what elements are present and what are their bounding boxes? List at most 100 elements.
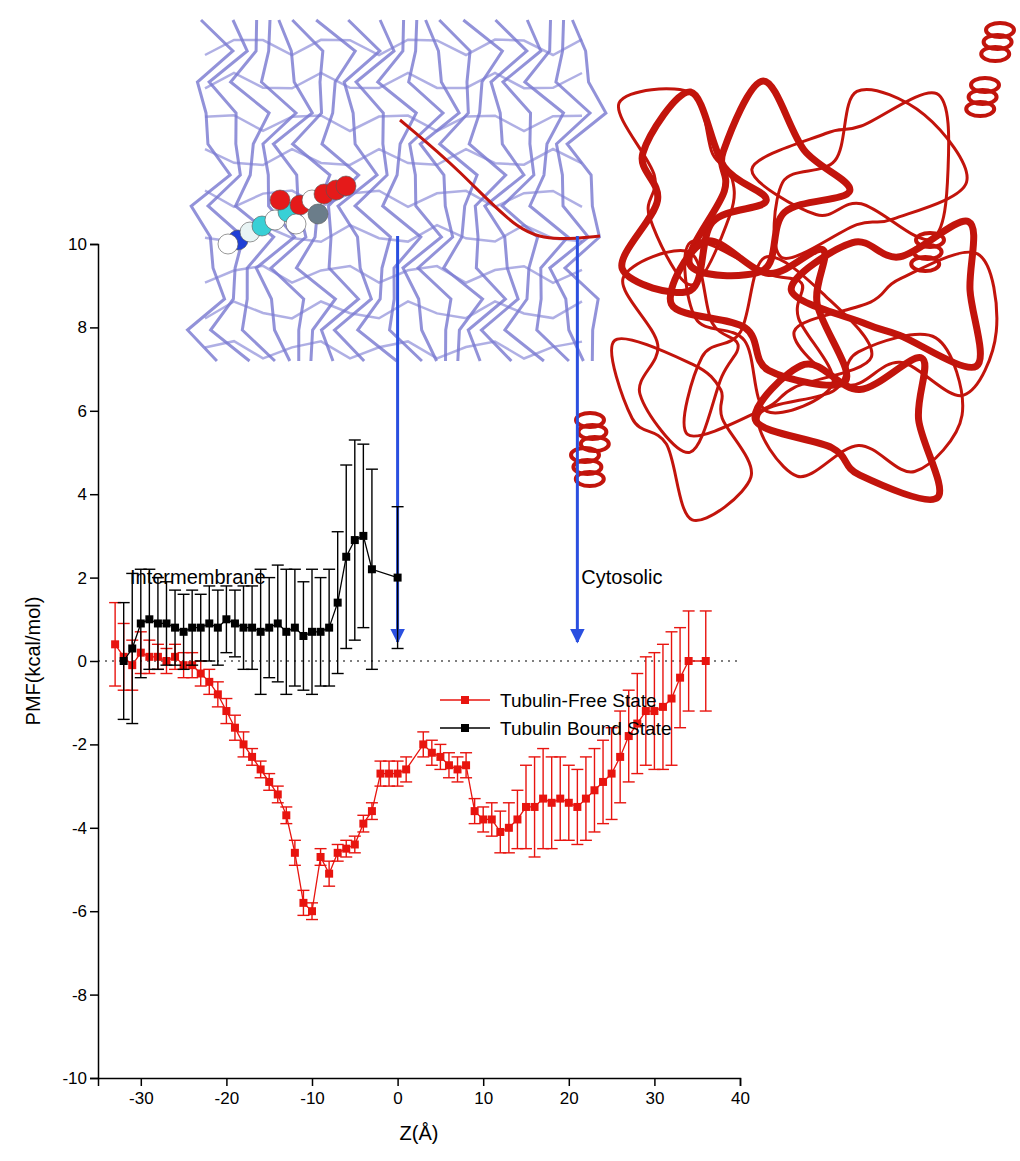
ribbon-tail — [400, 120, 600, 239]
y-tick-label: -8 — [72, 986, 87, 1005]
y-tick-mark — [90, 994, 98, 996]
error-bar-cap — [297, 689, 309, 690]
y-tick: 0 — [78, 652, 98, 671]
error-bar-cap — [178, 669, 190, 670]
error-bar-cap — [255, 694, 267, 695]
error-bar-cap — [443, 752, 455, 753]
error-bar-cap — [289, 569, 301, 570]
atom — [270, 190, 290, 210]
y-tick: -6 — [72, 902, 98, 921]
error-bar-cap — [280, 694, 292, 695]
y-axis-title: PMF(kcal/mol) — [22, 597, 44, 726]
data-point — [394, 574, 402, 582]
x-tick: 0 — [393, 1078, 402, 1108]
error-bar-cap — [400, 756, 412, 757]
y-tick-label: -6 — [72, 902, 87, 921]
data-point — [351, 840, 359, 848]
error-bar — [238, 732, 250, 757]
x-axis-title: Z(Å) — [400, 1122, 439, 1144]
y-tick-label: 4 — [78, 485, 87, 504]
error-bar — [255, 569, 267, 694]
error-bar-cap — [571, 844, 583, 845]
error-bar-cap — [306, 694, 318, 695]
data-point — [351, 536, 359, 544]
y-tick: 6 — [78, 402, 98, 421]
error-bar-cap — [272, 785, 284, 786]
error-bar-cap — [452, 756, 464, 757]
barrel-strand — [403, 20, 443, 361]
data-point — [214, 690, 222, 698]
data-point — [231, 724, 239, 732]
error-bar — [349, 440, 361, 640]
barrel-strand — [205, 190, 582, 206]
error-bar — [306, 903, 318, 920]
y-tick: -8 — [72, 986, 98, 1005]
data-point — [471, 807, 479, 815]
y-tick: 8 — [78, 318, 98, 337]
error-bar-cap — [255, 760, 267, 761]
y-tick-mark — [90, 1078, 98, 1080]
data-point — [685, 657, 693, 665]
region-label: Cytosolic — [581, 566, 662, 588]
data-point — [445, 761, 453, 769]
data-point — [668, 695, 676, 703]
error-bar-cap — [212, 681, 224, 682]
x-tick-mark — [483, 1078, 485, 1086]
y-tick-label: -4 — [72, 819, 87, 838]
error-bar — [674, 628, 686, 728]
error-bar-cap — [683, 610, 695, 611]
ribbon-loop — [774, 89, 967, 258]
x-tick-mark — [740, 1078, 742, 1086]
structure-illustration — [188, 20, 1014, 520]
data-point — [299, 632, 307, 640]
data-point — [342, 553, 350, 561]
atom — [218, 234, 238, 254]
error-bar-cap — [349, 439, 361, 440]
y-tick-label: -2 — [72, 735, 87, 754]
error-bar-cap — [349, 852, 361, 853]
error-bar-cap — [315, 865, 327, 866]
error-bar — [297, 582, 309, 690]
error-bar-cap — [263, 677, 275, 678]
error-bar — [289, 840, 301, 865]
error-bar — [640, 657, 652, 765]
y-tick-label: -10 — [62, 1069, 87, 1088]
error-bar — [340, 465, 352, 648]
error-bar-cap — [169, 664, 181, 665]
data-point — [394, 770, 402, 778]
x-tick: 30 — [645, 1078, 664, 1108]
data-point — [222, 707, 230, 715]
error-bar — [186, 590, 198, 665]
error-bar — [246, 749, 258, 766]
data-point — [274, 619, 282, 627]
error-bar-cap — [332, 531, 344, 532]
x-tick-label: 40 — [731, 1089, 750, 1108]
error-bar-cap — [152, 669, 164, 670]
y-tick-mark — [90, 577, 98, 579]
data-point — [291, 849, 299, 857]
error-bar-cap — [238, 756, 250, 757]
data-point — [248, 753, 256, 761]
x-tick: 20 — [560, 1078, 579, 1108]
error-bar-cap — [460, 752, 472, 753]
error-bar-cap — [580, 840, 592, 841]
error-bar-cap — [340, 464, 352, 465]
x-tick-label: 0 — [393, 1089, 402, 1108]
data-point — [231, 619, 239, 627]
error-bar — [554, 757, 566, 840]
error-bar-cap — [203, 694, 215, 695]
error-bar — [280, 569, 292, 694]
y-tick-mark — [90, 744, 98, 746]
error-bar-cap — [631, 773, 643, 774]
error-bar-cap — [597, 823, 609, 824]
error-bar-cap — [417, 756, 429, 757]
region-label: Intermembrane — [130, 566, 266, 588]
error-bar-cap — [357, 831, 369, 832]
error-bar-cap — [357, 443, 369, 444]
data-point — [334, 599, 342, 607]
error-bar — [349, 836, 361, 853]
y-tick: -10 — [62, 1069, 98, 1088]
error-bar-cap — [683, 710, 695, 711]
error-bar — [169, 590, 181, 665]
pointer-arrow — [576, 236, 579, 642]
